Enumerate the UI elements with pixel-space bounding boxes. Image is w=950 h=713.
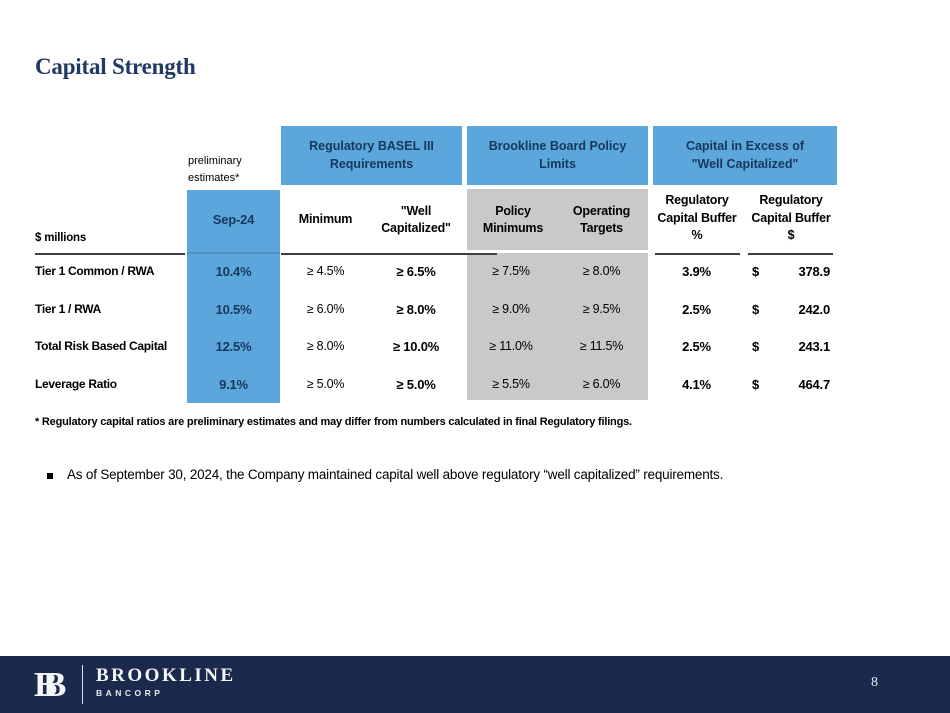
rule-basel-cols [281, 253, 497, 255]
page-title: Capital Strength [35, 54, 196, 79]
policy-minimum-value: ≥ 5.5% [492, 377, 530, 391]
col-header-buffer-pct: Regulatory Capital Buffer % [657, 193, 737, 242]
rule-buffer-dollar [748, 253, 833, 255]
sep24-column-highlight [187, 190, 280, 403]
col-header-operating-targets: Operating Targets [572, 203, 631, 236]
sep24-value: 10.4% [215, 264, 252, 279]
operating-target-value: ≥ 11.5% [579, 339, 624, 353]
buffer-pct-value: 2.5% [682, 339, 711, 354]
sep24-value: 9.1% [219, 377, 248, 392]
group-header-basel: Regulatory BASEL III Requirements [281, 126, 462, 185]
row-label: Total Risk Based Capital [35, 339, 167, 353]
rule-buffer-pct [655, 253, 740, 255]
buffer-dollar-value: 464.7 [798, 377, 830, 392]
row-label: Tier 1 / RWA [35, 302, 101, 316]
minimum-value: ≥ 4.5% [306, 264, 345, 278]
operating-target-value: ≥ 8.0% [582, 264, 621, 278]
currency-symbol: $ [752, 302, 760, 317]
rule-label-col [35, 253, 185, 255]
currency-symbol: $ [752, 264, 760, 279]
currency-symbol: $ [752, 339, 760, 354]
group-header-excess-capital: Capital in Excess of "Well Capitalized" [653, 126, 837, 185]
buffer-dollar-value: 378.9 [798, 264, 830, 279]
buffer-dollar-value: 243.1 [798, 339, 830, 354]
well-capitalized-value: ≥ 5.0% [396, 377, 436, 392]
bullet-marker-icon [47, 473, 53, 479]
group-header-board-policy: Brookline Board Policy Limits [467, 126, 648, 185]
col-header-buffer-dollar: Regulatory Capital Buffer $ [751, 193, 831, 242]
brand-block: BROOKLINE BANCORP [96, 665, 236, 699]
board-policy-subheader-band [467, 189, 648, 250]
col-header-minimum: Minimum [298, 212, 353, 227]
capital-table: Regulatory BASEL III Requirements Brookl… [35, 126, 837, 403]
monogram-letter: B [43, 665, 67, 704]
buffer-pct-value: 2.5% [682, 302, 711, 317]
footnote: * Regulatory capital ratios are prelimin… [35, 416, 632, 428]
operating-target-value: ≥ 9.5% [582, 302, 621, 316]
footer-bar: B B BROOKLINE BANCORP 8 [0, 656, 950, 713]
operating-target-value: ≥ 6.0% [582, 377, 621, 391]
row-label: Tier 1 Common / RWA [35, 264, 155, 278]
policy-minimum-value: ≥ 7.5% [492, 264, 530, 278]
well-capitalized-value: ≥ 10.0% [392, 339, 440, 354]
well-capitalized-value: ≥ 8.0% [396, 302, 436, 317]
col-header-policy-minimums: Policy Minimums [482, 203, 544, 236]
brookline-monogram-logo-icon: B B [34, 665, 74, 705]
buffer-pct-value: 3.9% [682, 264, 711, 279]
sep24-value: 12.5% [215, 339, 252, 354]
bullet-text: As of September 30, 2024, the Company ma… [67, 467, 724, 482]
footer-divider [82, 665, 83, 704]
brand-subtitle: BANCORP [96, 688, 164, 698]
col-header-sep24: Sep-24 [212, 211, 255, 227]
policy-minimum-value: ≥ 9.0% [492, 302, 530, 316]
page-number: 8 [871, 675, 878, 690]
bullet-item: As of September 30, 2024, the Company ma… [47, 467, 907, 482]
units-label: $ millions [35, 232, 87, 244]
minimum-value: ≥ 5.0% [306, 377, 345, 391]
minimum-value: ≥ 6.0% [306, 302, 345, 316]
preliminary-estimates-note: preliminary estimates* [188, 155, 242, 185]
monogram-letter: B [34, 665, 58, 704]
brand-name: BROOKLINE [96, 665, 236, 686]
buffer-pct-value: 4.1% [682, 377, 711, 392]
well-capitalized-value: ≥ 6.5% [396, 264, 436, 279]
buffer-dollar-value: 242.0 [798, 302, 830, 317]
board-policy-data-band [467, 253, 648, 400]
sep24-value: 10.5% [215, 302, 252, 317]
currency-symbol: $ [752, 377, 760, 392]
col-header-well-capitalized: "Well Capitalized" [381, 203, 451, 236]
row-label: Leverage Ratio [35, 377, 117, 391]
minimum-value: ≥ 8.0% [306, 339, 345, 353]
policy-minimum-value: ≥ 11.0% [489, 339, 533, 353]
